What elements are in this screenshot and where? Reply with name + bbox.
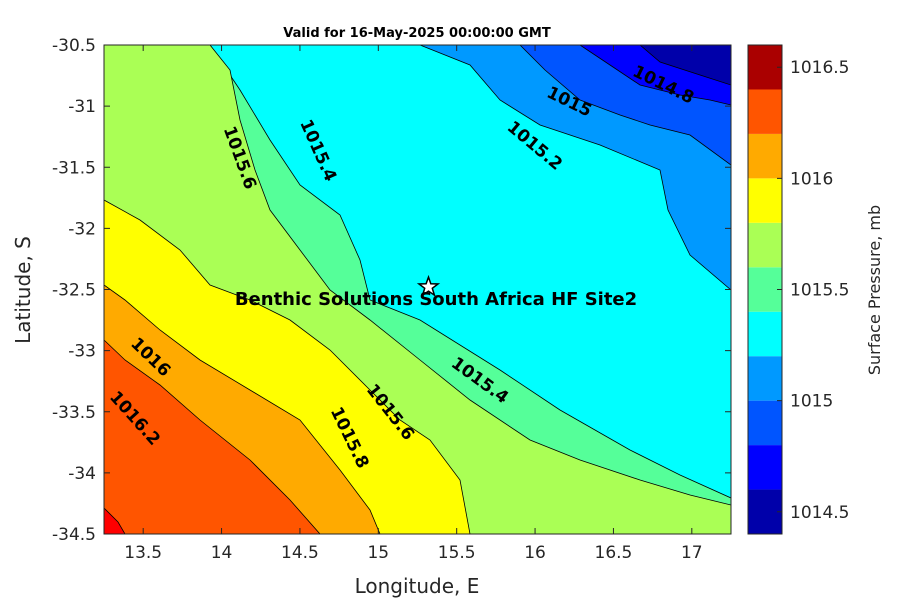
colorbar-segment [748,445,782,490]
site-label: Benthic Solutions South Africa HF Site2 [235,289,637,310]
colorbar-segment [748,89,782,134]
y-tick-label: -34 [68,464,96,484]
y-tick-label: -31 [68,97,96,117]
x-tick-label: 14 [211,543,233,563]
y-tick-label: -32.5 [52,281,96,301]
y-tick-label: -32 [68,219,96,239]
colorbar-tick-label: 1014.5 [790,503,849,523]
colorbar-tick-label: 1015 [790,392,833,412]
colorbar-tick-label: 1015.5 [790,281,849,301]
colorbar-segment [748,400,782,446]
y-tick-label: -33 [68,342,96,362]
x-tick-label: 15.5 [438,543,476,563]
y-tick-label: -31.5 [52,158,96,178]
band-1016-4 [104,507,126,534]
colorbar-segment [748,311,782,357]
chart-title: Valid for 16-May-2025 00:00:00 GMT [283,26,551,41]
site-marker: Benthic Solutions South Africa HF Site2 [235,274,637,310]
x-tick-label: 17 [681,543,703,563]
colorbar-label: Surface Pressure, mb [865,205,884,375]
x-tick-label: 13.5 [124,543,162,563]
x-tick-label: 16 [524,543,546,563]
x-tick-label: 14.5 [281,543,319,563]
y-axis-label: Latitude, S [11,236,35,344]
contour-fill [104,45,731,534]
colorbar-segment [748,267,782,312]
x-tick-label: 15 [367,543,389,563]
y-axis: -30.5 -31 -31.5 -32 -32.5 -33 -33.5 -34 -34.5 [52,36,731,545]
band-1014-4 [639,45,731,86]
y-tick-label: -30.5 [52,36,96,56]
colorbar-segment [748,222,782,268]
colorbar-segment [748,489,782,534]
colorbar-segment-top [748,45,782,90]
colorbar: 1016.5 1016 1015.5 1015 1014.5 [747,44,849,535]
x-axis: 13.5 14 14.5 15 15.5 16 16.5 17 [124,45,703,563]
colorbar-tick-label: 1016.5 [790,58,849,78]
x-axis-label: Longitude, E [355,574,480,598]
band-1016-2 [104,339,321,534]
y-tick-label: -34.5 [52,525,96,545]
colorbar-segment [748,356,782,401]
y-tick-label: -33.5 [52,403,96,423]
colorbar-tick-label: 1016 [790,169,833,189]
colorbar-segment [748,133,782,179]
x-tick-label: 16.5 [595,543,633,563]
site-star-icon [416,274,441,297]
colorbar-segment [748,178,782,223]
